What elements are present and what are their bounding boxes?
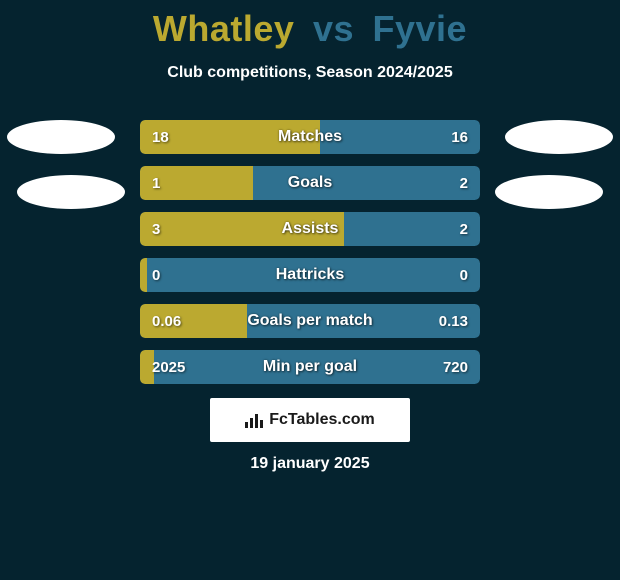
stat-bar-fill — [140, 166, 253, 200]
player2-name: Fyvie — [373, 8, 468, 49]
brand-badge: FcTables.com — [210, 398, 410, 442]
stat-bar-fill — [140, 258, 147, 292]
stat-row: 00Hattricks — [140, 258, 480, 292]
stat-bar-fill — [140, 304, 247, 338]
player1-avatar-placeholder — [17, 175, 125, 209]
bars-icon — [245, 412, 263, 428]
stat-row: 2025720Min per goal — [140, 350, 480, 384]
stat-row: 1816Matches — [140, 120, 480, 154]
comparison-infographic: Whatley vs Fyvie Club competitions, Seas… — [0, 0, 620, 580]
page-title: Whatley vs Fyvie — [0, 0, 620, 50]
player1-avatar-placeholder — [7, 120, 115, 154]
vs-label: vs — [313, 8, 354, 49]
player1-name: Whatley — [153, 8, 295, 49]
subtitle: Club competitions, Season 2024/2025 — [0, 64, 620, 82]
stat-row: 32Assists — [140, 212, 480, 246]
stat-bar-fill — [140, 120, 320, 154]
date-label: 19 january 2025 — [0, 455, 620, 473]
stat-bar-fill — [140, 212, 344, 246]
stat-row: 0.060.13Goals per match — [140, 304, 480, 338]
player2-avatar-placeholder — [505, 120, 613, 154]
player2-avatar-placeholder — [495, 175, 603, 209]
stat-bar-track — [140, 350, 480, 384]
stat-bar-fill — [140, 350, 154, 384]
stat-bar-track — [140, 258, 480, 292]
brand-text: FcTables.com — [269, 411, 375, 429]
stat-row: 12Goals — [140, 166, 480, 200]
stats-bars: 1816Matches 12Goals 32Assists 00Hattricks 0.… — [140, 120, 480, 396]
